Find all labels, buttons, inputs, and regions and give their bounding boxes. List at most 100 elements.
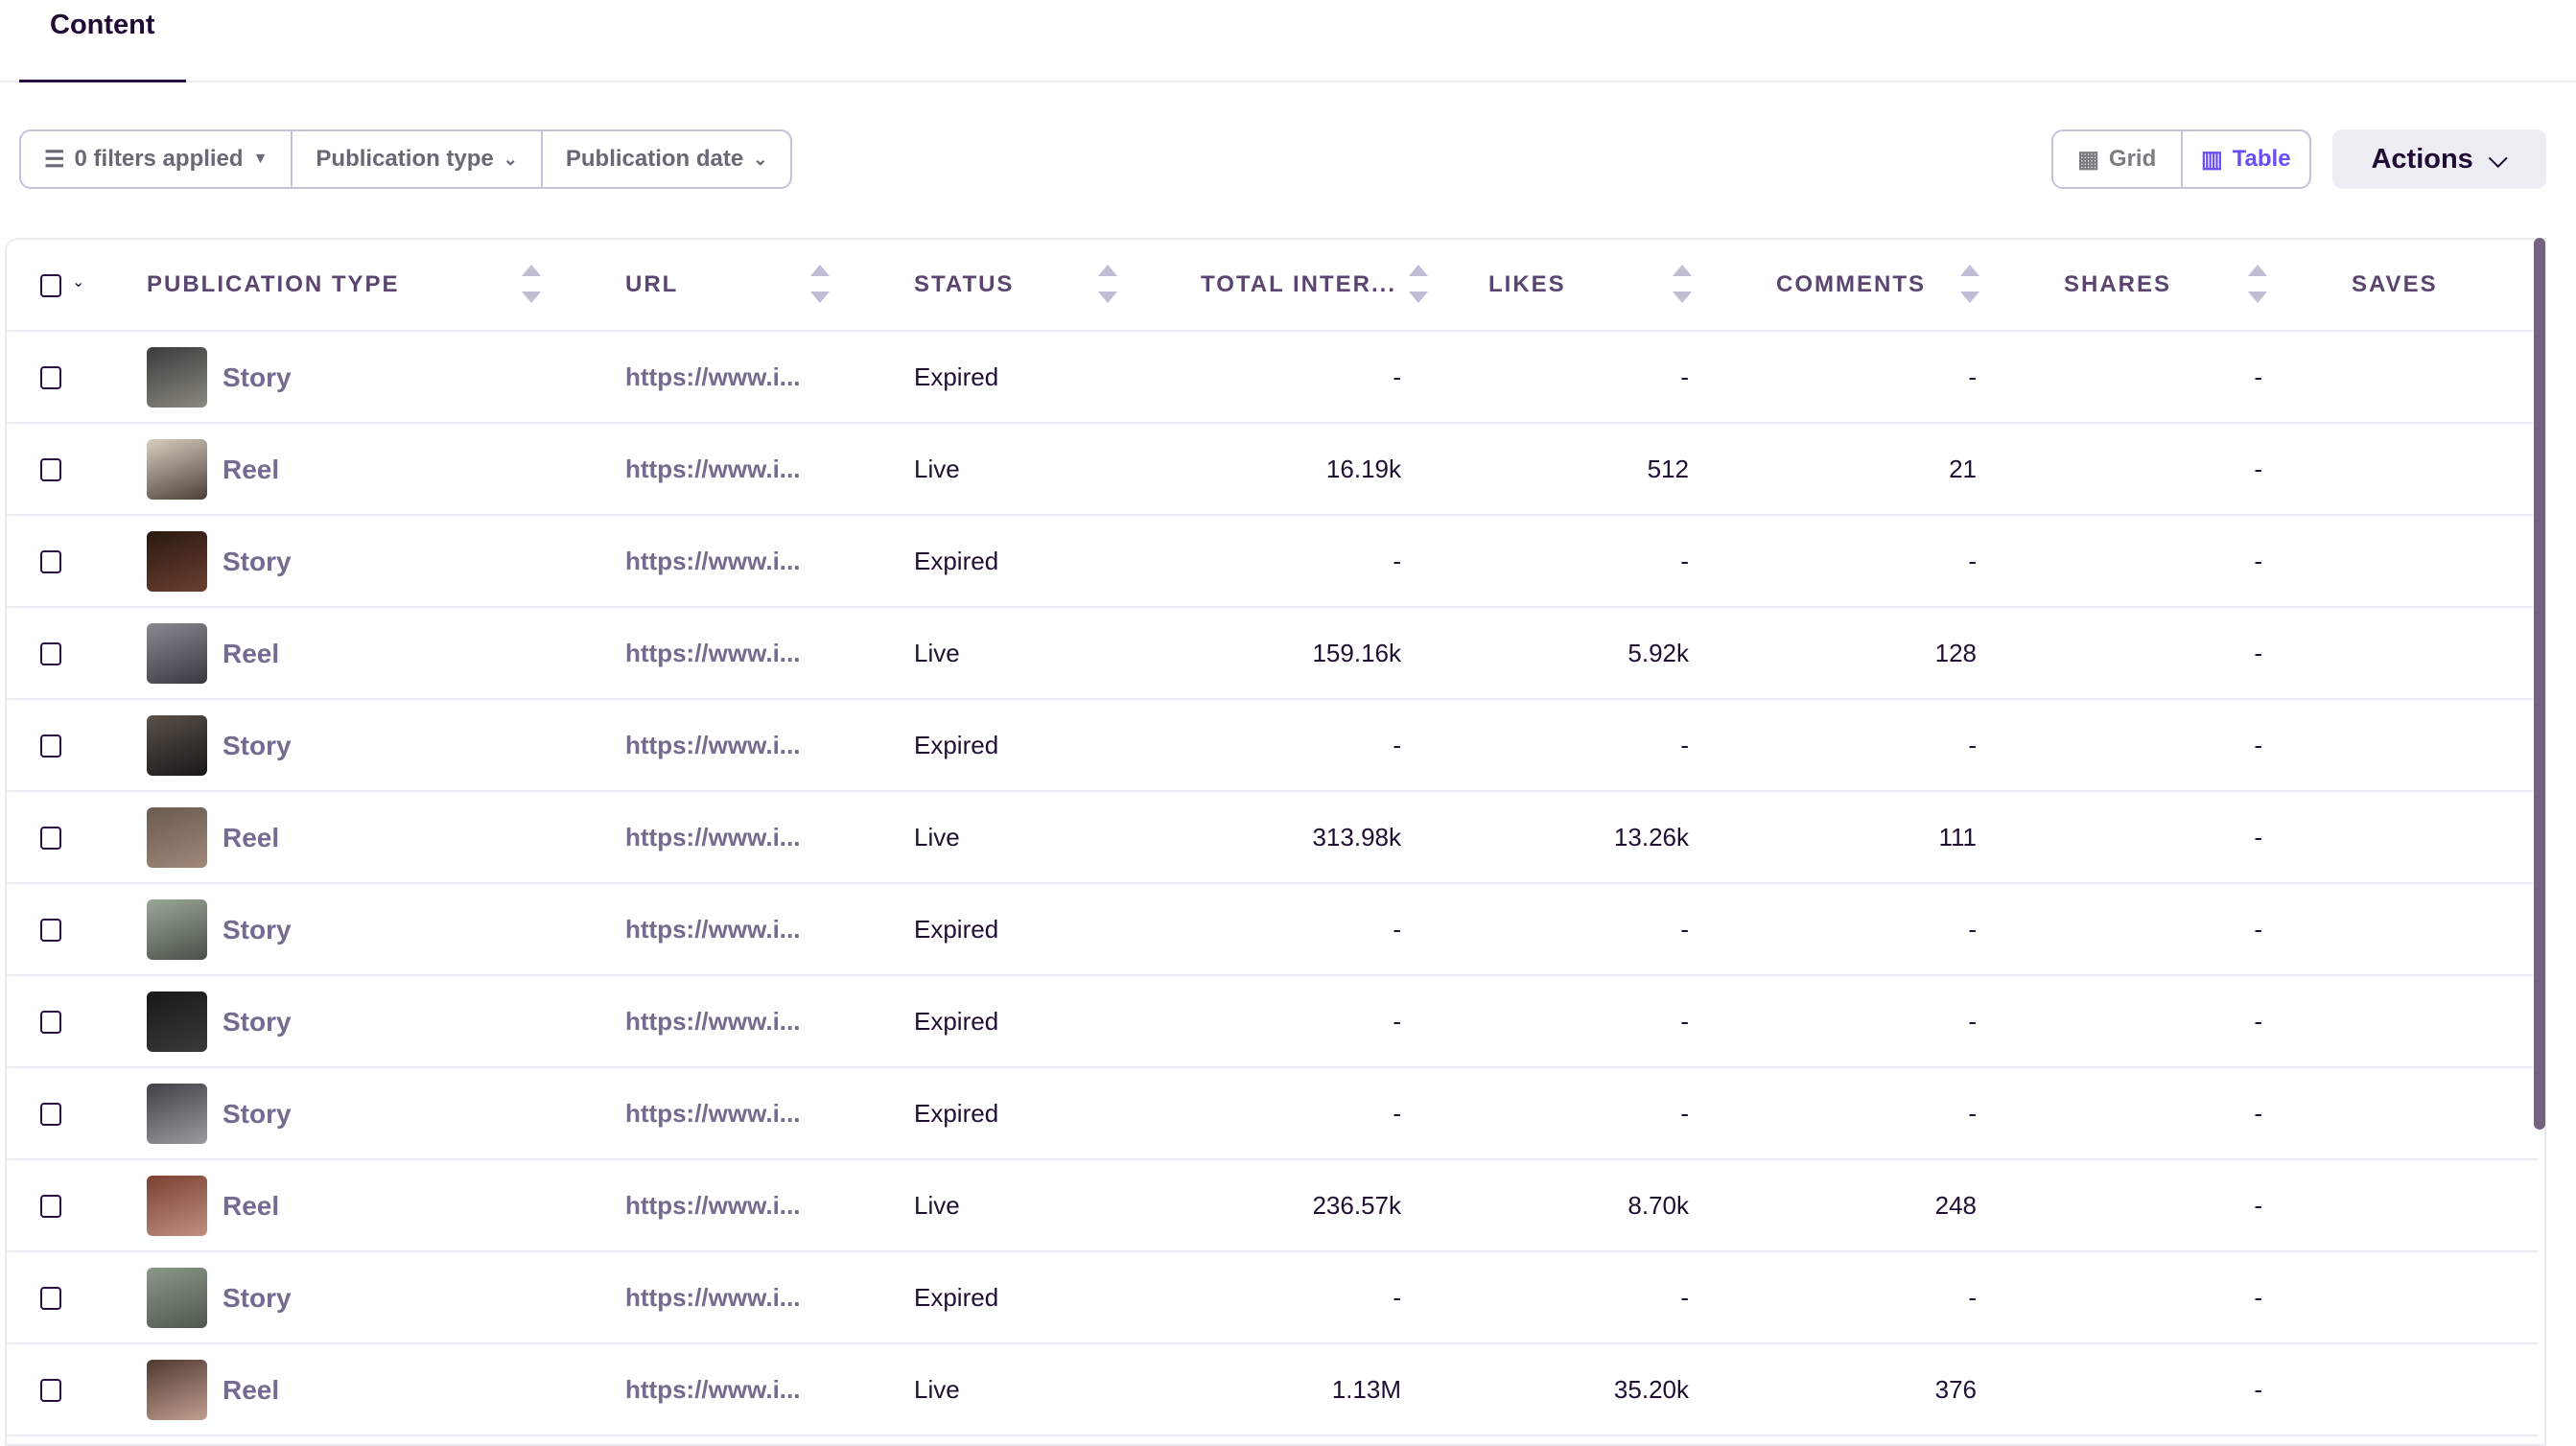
comments: 128 (1934, 639, 1977, 667)
url-link[interactable]: https://www.i... (625, 1007, 801, 1036)
table-row[interactable]: Story https://www.i... Expired - - - - (7, 976, 2539, 1068)
table-label: Table (2232, 146, 2291, 172)
row-checkbox[interactable] (40, 1287, 61, 1310)
column-publication-type[interactable]: PUBLICATION TYPE (147, 271, 400, 297)
publication-date-filter[interactable]: Publication date ⌄ (543, 131, 790, 187)
column-comments[interactable]: COMMENTS (1776, 271, 1926, 297)
column-shares[interactable]: SHARES (2064, 271, 2172, 297)
url-link[interactable]: https://www.i... (625, 455, 801, 483)
url-link[interactable]: https://www.i... (625, 915, 801, 944)
table-row[interactable]: Story https://www.i... Expired - - - - (7, 1252, 2539, 1344)
thumbnail-image[interactable] (147, 899, 207, 960)
view-toggle: ▦ Grid ▥ Table (2051, 129, 2311, 189)
comments: - (1968, 1007, 1977, 1036)
table-row[interactable]: Reel https://www.i... Live 313.98k 13.26… (7, 792, 2539, 884)
sort-icon[interactable] (1673, 265, 1692, 303)
row-checkbox[interactable] (40, 735, 61, 758)
thumbnail-image[interactable] (147, 347, 207, 408)
publication-type: Reel (222, 1375, 280, 1405)
thumbnail-image[interactable] (147, 531, 207, 592)
table-row[interactable]: Reel https://www.i... Live 16.19k 512 21… (7, 424, 2539, 516)
row-checkbox[interactable] (40, 827, 61, 850)
likes: - (1680, 547, 1689, 575)
thumbnail-image[interactable] (147, 991, 207, 1052)
sort-icon[interactable] (1098, 265, 1117, 303)
url-link[interactable]: https://www.i... (625, 1191, 801, 1220)
filters-applied-label: 0 filters applied (74, 146, 244, 172)
row-checkbox[interactable] (40, 1011, 61, 1034)
row-checkbox[interactable] (40, 550, 61, 573)
select-all-checkbox[interactable] (40, 274, 61, 297)
table-row[interactable]: Story https://www.i... Expired - - - - (7, 516, 2539, 608)
status: Live (914, 1191, 960, 1220)
status: Expired (914, 1283, 999, 1312)
tab-bar: Content (0, 0, 2576, 82)
publication-date-label: Publication date (565, 146, 744, 172)
table-row[interactable]: Reel https://www.i... Live 1.13M 35.20k … (7, 1344, 2539, 1436)
url-link[interactable]: https://www.i... (625, 731, 801, 759)
thumbnail-image[interactable] (147, 715, 207, 776)
url-link[interactable]: https://www.i... (625, 547, 801, 575)
filter-bar: ☰ 0 filters applied ▼ Publication type ⌄… (19, 129, 793, 189)
filters-applied-button[interactable]: ☰ 0 filters applied ▼ (21, 131, 293, 187)
row-checkbox[interactable] (40, 1379, 61, 1402)
total-interactions: 236.57k (1312, 1191, 1401, 1220)
thumbnail-image[interactable] (147, 439, 207, 500)
sort-icon[interactable] (2248, 265, 2267, 303)
column-saves[interactable]: SAVES (2352, 271, 2438, 297)
comments: - (1968, 731, 1977, 759)
total-interactions: - (1393, 362, 1401, 391)
url-link[interactable]: https://www.i... (625, 639, 801, 667)
shares: - (2254, 1007, 2262, 1036)
vertical-scrollbar[interactable] (2534, 238, 2545, 1130)
row-checkbox[interactable] (40, 366, 61, 389)
thumbnail-image[interactable] (147, 1176, 207, 1236)
row-checkbox[interactable] (40, 642, 61, 665)
thumbnail-image[interactable] (147, 1360, 207, 1420)
url-link[interactable]: https://www.i... (625, 1375, 801, 1404)
thumbnail-image[interactable] (147, 1084, 207, 1144)
thumbnail-image[interactable] (147, 623, 207, 684)
table-view-button[interactable]: ▥ Table (2180, 131, 2310, 187)
comments: 111 (1938, 823, 1977, 851)
shares: - (2254, 823, 2262, 851)
row-checkbox[interactable] (40, 1195, 61, 1218)
sort-icon[interactable] (1960, 265, 1979, 303)
publication-type-filter[interactable]: Publication type ⌄ (293, 131, 543, 187)
likes: 5.92k (1628, 639, 1689, 667)
table-row[interactable]: Story https://www.i... Expired - - - - (7, 700, 2539, 792)
row-checkbox[interactable] (40, 458, 61, 481)
grid-view-button[interactable]: ▦ Grid (2053, 131, 2181, 187)
table-row[interactable]: Reel https://www.i... Live 159.16k 5.92k… (7, 608, 2539, 700)
table-row[interactable]: Story https://www.i... Expired - - - - (7, 332, 2539, 424)
sort-icon[interactable] (1409, 265, 1428, 303)
shares: - (2254, 1099, 2262, 1128)
url-link[interactable]: https://www.i... (625, 362, 801, 391)
sort-icon[interactable] (810, 265, 830, 303)
column-total-interactions[interactable]: TOTAL INTER... (1201, 271, 1397, 297)
column-url[interactable]: URL (625, 271, 679, 297)
tab-content[interactable]: Content (19, 0, 186, 82)
row-checkbox[interactable] (40, 1103, 61, 1126)
actions-button[interactable]: Actions ⌵ (2332, 129, 2546, 189)
url-link[interactable]: https://www.i... (625, 823, 801, 851)
thumbnail-image[interactable] (147, 1268, 207, 1328)
likes: - (1680, 731, 1689, 759)
status: Live (914, 823, 960, 851)
row-checkbox[interactable] (40, 919, 61, 942)
url-link[interactable]: https://www.i... (625, 1099, 801, 1128)
sort-icon[interactable] (522, 265, 541, 303)
chevron-down-icon[interactable]: ⌄ (72, 274, 85, 291)
thumbnail-image[interactable] (147, 807, 207, 868)
table-row[interactable]: Story https://www.i... Expired - - - - (7, 884, 2539, 976)
url-link[interactable]: https://www.i... (625, 1283, 801, 1312)
likes: 8.70k (1628, 1191, 1689, 1220)
table-row[interactable]: Story https://www.i... Expired - - - - (7, 1068, 2539, 1160)
column-status[interactable]: STATUS (914, 271, 1015, 297)
status: Live (914, 1375, 960, 1404)
publication-type: Story (222, 915, 292, 945)
shares: - (2254, 455, 2262, 483)
comments: - (1968, 362, 1977, 391)
table-row[interactable]: Reel https://www.i... Live 236.57k 8.70k… (7, 1160, 2539, 1252)
column-likes[interactable]: LIKES (1488, 271, 1566, 297)
